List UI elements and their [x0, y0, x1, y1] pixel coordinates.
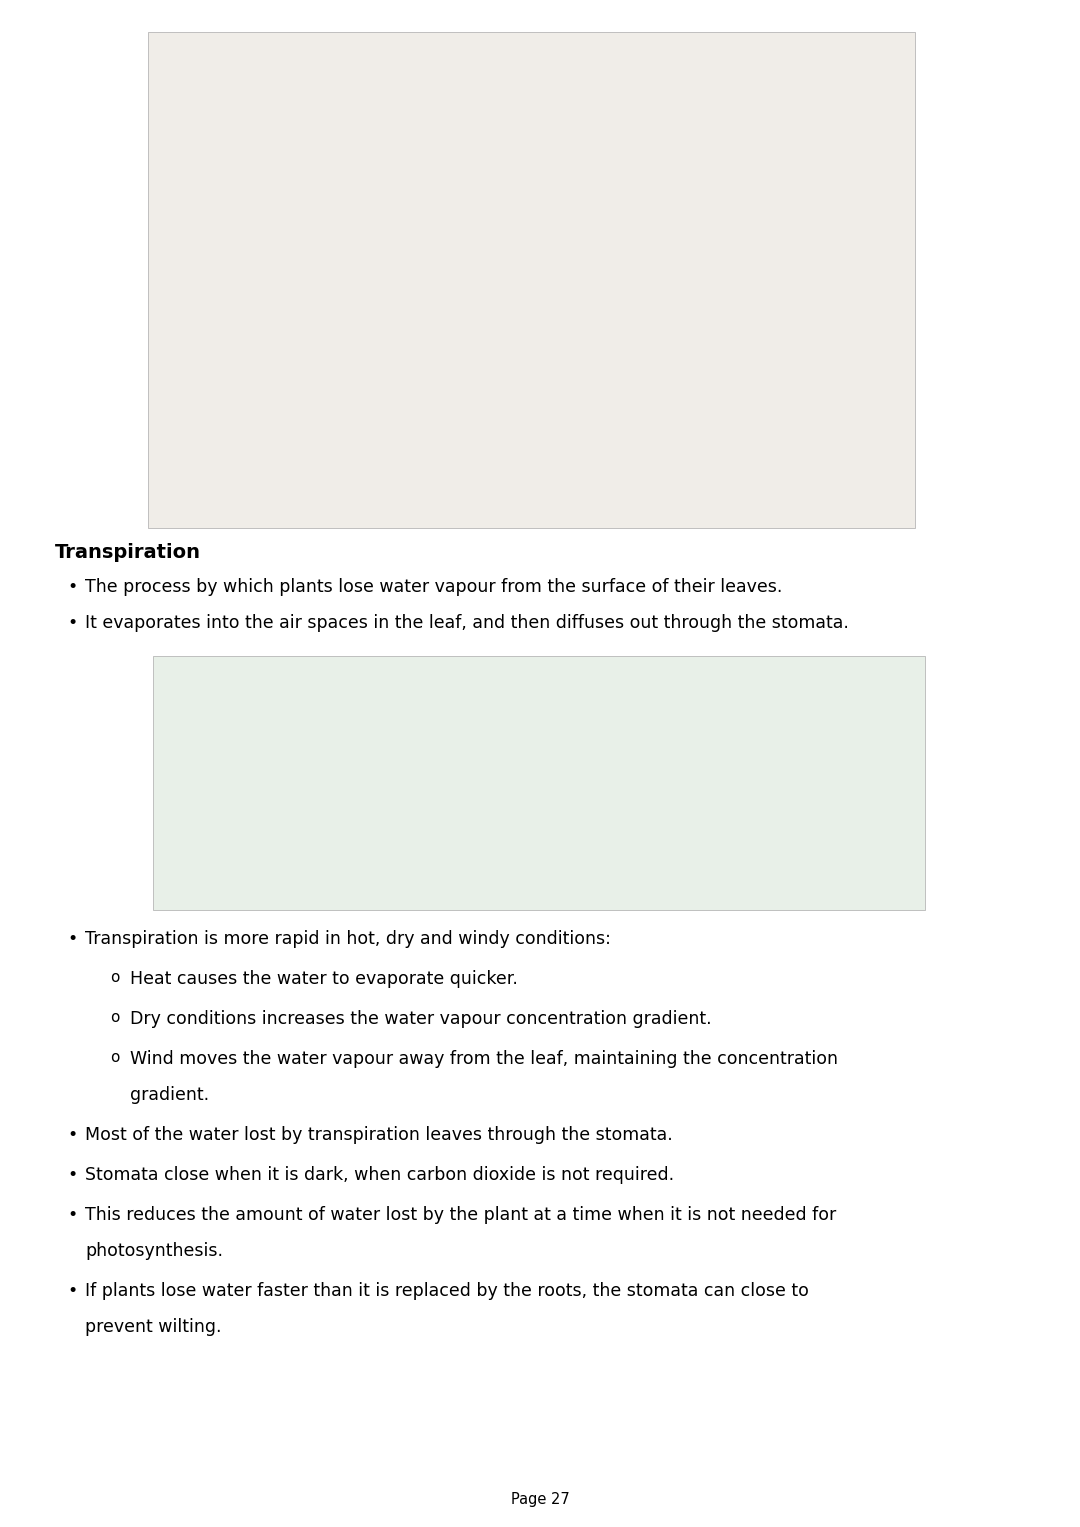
- Text: •: •: [67, 1125, 78, 1144]
- Bar: [148, 32, 915, 528]
- Text: •: •: [67, 1206, 78, 1225]
- Text: Heat causes the water to evaporate quicker.: Heat causes the water to evaporate quick…: [130, 970, 518, 988]
- Text: o: o: [110, 1051, 120, 1064]
- Text: •: •: [67, 1283, 78, 1299]
- Text: •: •: [67, 614, 78, 632]
- Text: photosynthesis.: photosynthesis.: [85, 1241, 222, 1260]
- Text: Page 27: Page 27: [511, 1492, 569, 1507]
- Text: If plants lose water faster than it is replaced by the roots, the stomata can cl: If plants lose water faster than it is r…: [85, 1283, 809, 1299]
- Text: Stomata close when it is dark, when carbon dioxide is not required.: Stomata close when it is dark, when carb…: [85, 1167, 674, 1183]
- Text: Transpiration is more rapid in hot, dry and windy conditions:: Transpiration is more rapid in hot, dry …: [85, 930, 611, 948]
- Text: •: •: [67, 1167, 78, 1183]
- Text: The process by which plants lose water vapour from the surface of their leaves.: The process by which plants lose water v…: [85, 579, 782, 596]
- Text: o: o: [110, 970, 120, 985]
- Text: Most of the water lost by transpiration leaves through the stomata.: Most of the water lost by transpiration …: [85, 1125, 673, 1144]
- Text: Dry conditions increases the water vapour concentration gradient.: Dry conditions increases the water vapou…: [130, 1009, 712, 1028]
- Text: •: •: [67, 930, 78, 948]
- Text: o: o: [110, 1009, 120, 1025]
- Text: gradient.: gradient.: [130, 1086, 210, 1104]
- Text: •: •: [67, 579, 78, 596]
- Text: prevent wilting.: prevent wilting.: [85, 1318, 221, 1336]
- Text: Wind moves the water vapour away from the leaf, maintaining the concentration: Wind moves the water vapour away from th…: [130, 1051, 838, 1067]
- Text: Transpiration: Transpiration: [55, 544, 201, 562]
- Text: This reduces the amount of water lost by the plant at a time when it is not need: This reduces the amount of water lost by…: [85, 1206, 836, 1225]
- Text: It evaporates into the air spaces in the leaf, and then diffuses out through the: It evaporates into the air spaces in the…: [85, 614, 849, 632]
- Bar: [153, 657, 924, 910]
